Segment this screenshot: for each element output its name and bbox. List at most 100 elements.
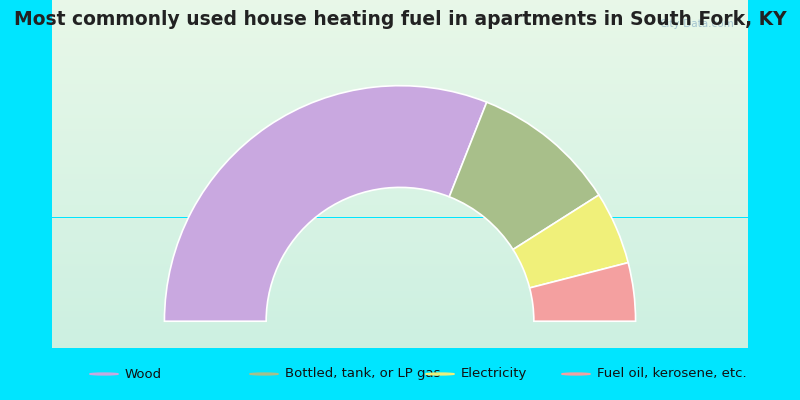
Bar: [52, 84, 748, 85]
Bar: [52, 169, 748, 170]
Bar: [52, 181, 748, 183]
Bar: [52, 70, 748, 71]
Bar: [52, 212, 748, 214]
Bar: [52, 136, 748, 138]
Bar: [52, 197, 748, 198]
Bar: [52, 346, 748, 348]
Bar: [52, 224, 748, 226]
Bar: [52, 270, 748, 272]
Bar: [52, 336, 748, 338]
Bar: [52, 235, 748, 237]
Bar: [52, 338, 748, 339]
Bar: [52, 341, 748, 343]
Bar: [52, 58, 748, 59]
Bar: [52, 183, 748, 184]
Bar: [52, 298, 748, 299]
Bar: [52, 219, 748, 221]
Bar: [52, 190, 748, 191]
Bar: [52, 98, 748, 99]
Bar: [52, 214, 748, 216]
Bar: [52, 23, 748, 24]
Text: City-Data.com: City-Data.com: [660, 19, 734, 29]
Bar: [52, 256, 748, 258]
Text: Wood: Wood: [125, 368, 162, 380]
Bar: [52, 320, 748, 322]
Circle shape: [562, 373, 590, 375]
Bar: [52, 184, 748, 186]
Circle shape: [90, 373, 118, 375]
Bar: [52, 223, 748, 224]
Bar: [52, 221, 748, 223]
Wedge shape: [165, 86, 486, 321]
Bar: [52, 153, 748, 155]
Bar: [52, 44, 748, 45]
Bar: [52, 317, 748, 318]
Bar: [52, 249, 748, 250]
Bar: [52, 339, 748, 341]
Bar: [52, 144, 748, 146]
Bar: [52, 16, 748, 17]
Bar: [52, 73, 748, 75]
Circle shape: [426, 373, 454, 375]
Bar: [52, 9, 748, 10]
Bar: [52, 290, 748, 292]
Bar: [52, 210, 748, 212]
Bar: [52, 92, 748, 94]
Bar: [52, 277, 748, 278]
Bar: [52, 261, 748, 263]
Bar: [52, 198, 748, 200]
Bar: [52, 216, 748, 218]
Bar: [52, 282, 748, 284]
Wedge shape: [530, 263, 635, 321]
Bar: [52, 42, 748, 44]
Bar: [52, 33, 748, 35]
Bar: [52, 96, 748, 98]
Bar: [52, 106, 748, 108]
Bar: [52, 2, 748, 4]
Bar: [52, 10, 748, 12]
Bar: [52, 80, 748, 82]
Bar: [52, 176, 748, 178]
Bar: [52, 110, 748, 111]
Bar: [52, 238, 748, 240]
Bar: [52, 324, 748, 325]
Bar: [52, 164, 748, 165]
Bar: [52, 250, 748, 252]
Bar: [52, 56, 748, 58]
Bar: [52, 247, 748, 249]
Bar: [52, 36, 748, 38]
Bar: [52, 64, 748, 66]
Bar: [52, 160, 748, 162]
Bar: [52, 85, 748, 87]
Bar: [52, 89, 748, 90]
Bar: [52, 26, 748, 28]
Bar: [52, 263, 748, 264]
Bar: [52, 12, 748, 14]
Bar: [52, 254, 748, 256]
Bar: [52, 242, 748, 244]
Bar: [52, 0, 748, 2]
Bar: [52, 188, 748, 190]
Circle shape: [250, 373, 278, 375]
Bar: [52, 268, 748, 270]
Bar: [52, 7, 748, 9]
Bar: [52, 38, 748, 40]
Bar: [52, 19, 748, 21]
Bar: [52, 237, 748, 238]
Bar: [52, 141, 748, 143]
Bar: [52, 301, 748, 303]
Bar: [52, 49, 748, 50]
Bar: [52, 218, 748, 219]
Bar: [52, 330, 748, 332]
Bar: [52, 94, 748, 96]
Bar: [52, 207, 748, 209]
Text: Fuel oil, kerosene, etc.: Fuel oil, kerosene, etc.: [597, 368, 746, 380]
Bar: [52, 287, 748, 289]
Bar: [52, 156, 748, 158]
Bar: [52, 21, 748, 23]
Bar: [52, 233, 748, 235]
Bar: [52, 158, 748, 160]
Bar: [52, 24, 748, 26]
Bar: [52, 202, 748, 204]
Bar: [52, 334, 748, 336]
